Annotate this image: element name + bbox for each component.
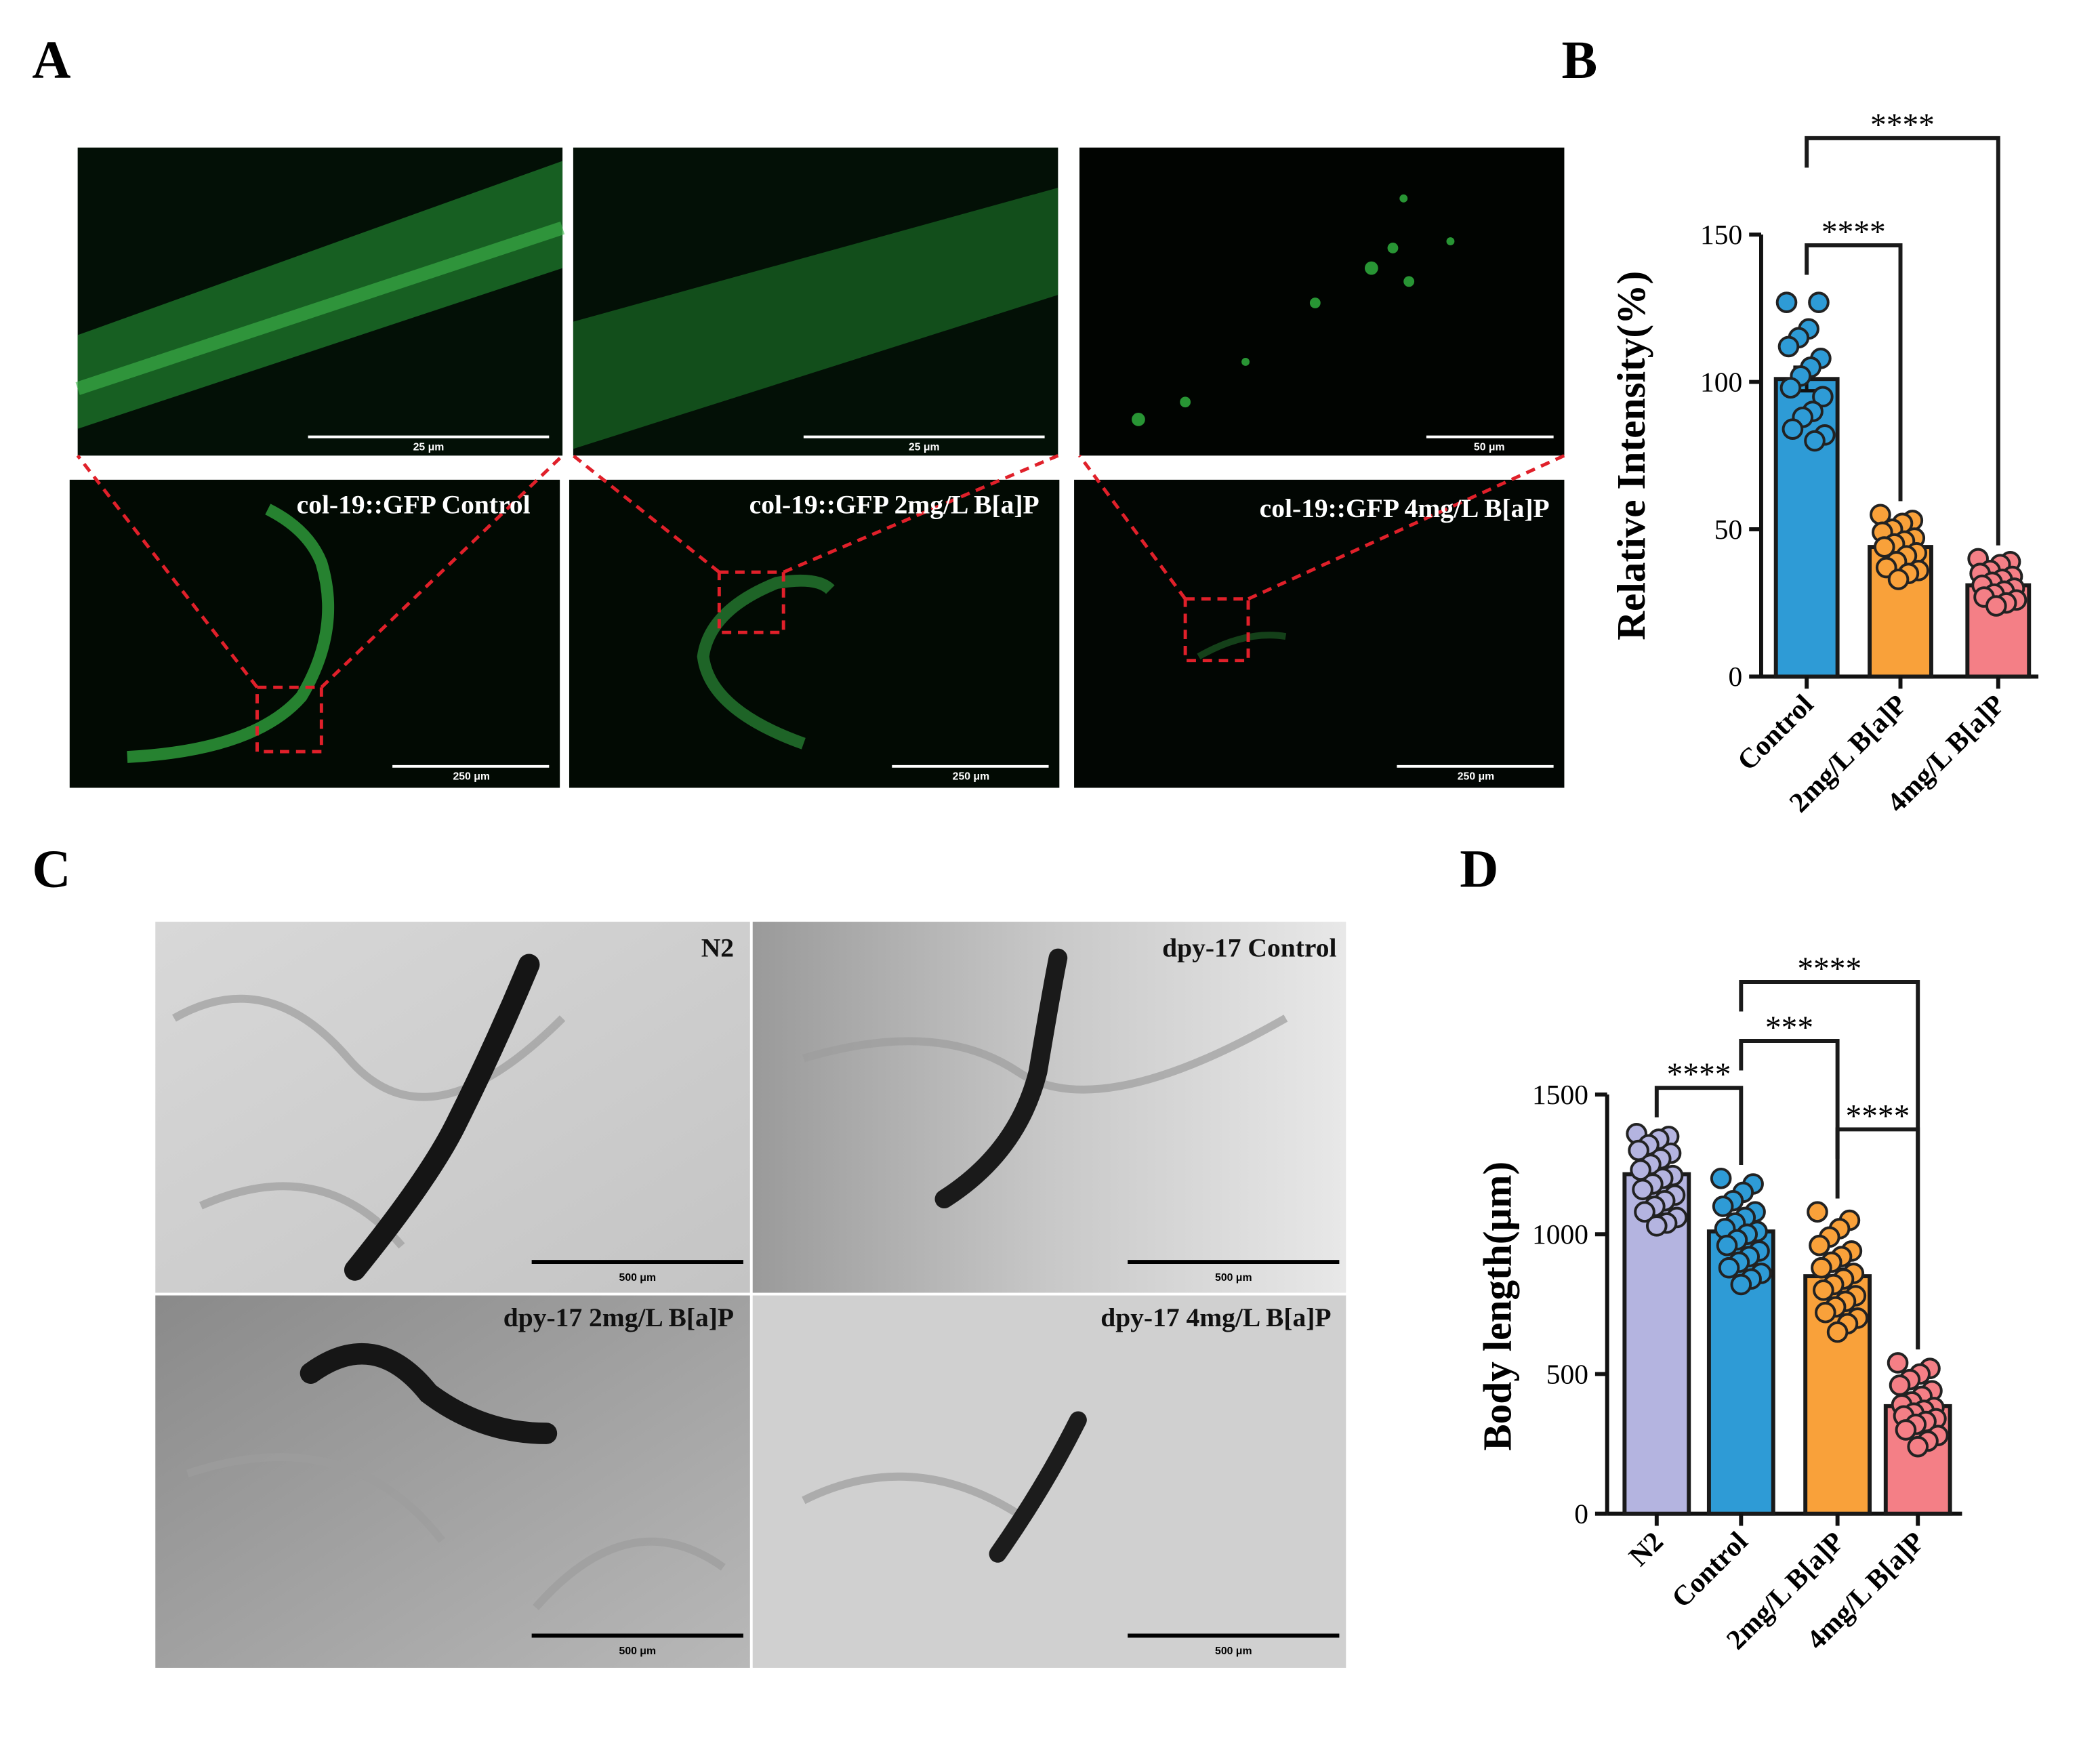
scale-label: 500 μm	[1215, 1645, 1252, 1657]
data-point	[1712, 1195, 1734, 1217]
data-point	[1718, 1256, 1740, 1279]
image-caption: N2	[701, 933, 734, 962]
data-point	[1811, 1256, 1832, 1279]
data-point	[1645, 1215, 1668, 1237]
x-tick-label: Control	[1731, 689, 1819, 777]
panel-label: C	[32, 840, 70, 899]
significance-bracket	[1805, 243, 1903, 502]
brightfield-images: 500 μm 500 μm 500 μm 500 μm N2 dpy-17 Co…	[155, 922, 1346, 1668]
significance-label: ****	[1821, 215, 1886, 250]
x-tick-label: N2	[1623, 1526, 1669, 1572]
y-tick-label: 500	[1546, 1358, 1588, 1389]
y-tick-label: 150	[1700, 219, 1742, 250]
significance-bracket	[1805, 136, 2000, 546]
worm-images: 250 μm 250 μm 250 μm col-19::GFP Control…	[69, 454, 1565, 788]
significance-label: ****	[1667, 1057, 1731, 1092]
scale-label: 250 μm	[953, 771, 989, 783]
y-axis-label: Body length(μm)	[1475, 1162, 1519, 1451]
data-point	[1895, 1419, 1917, 1441]
data-point	[1779, 377, 1802, 399]
y-tick-label: 100	[1700, 366, 1742, 397]
y-axis-label: Relative Intensity(%)	[1609, 271, 1653, 640]
data-point	[1812, 386, 1834, 408]
data-point	[1710, 1167, 1732, 1189]
data-point	[1807, 1201, 1828, 1223]
data-point	[1634, 1201, 1655, 1223]
significance-label: ****	[1870, 108, 1935, 143]
zoom-images: 25 μm 25 μm 50 μm	[75, 147, 1565, 456]
scale-label: 250 μm	[453, 771, 489, 783]
scale-label: 25 μm	[909, 441, 940, 453]
significance-label: ***	[1765, 1010, 1813, 1046]
data-point	[1716, 1234, 1738, 1256]
significance-label: ****	[1845, 1099, 1910, 1134]
image-caption: dpy-17 Control	[1162, 933, 1336, 962]
significance-bracket	[1739, 1039, 1840, 1199]
data-point	[1887, 569, 1910, 590]
data-point	[1813, 1279, 1834, 1301]
data-point	[1775, 291, 1798, 314]
scale-label: 500 μm	[619, 1272, 656, 1284]
data-point	[1985, 595, 2007, 617]
data-point	[1632, 1179, 1653, 1201]
data-point	[1889, 1374, 1911, 1396]
panel-label: A	[32, 31, 70, 90]
panel-label: D	[1460, 840, 1498, 899]
data-point	[1887, 1352, 1909, 1374]
significance-bracket	[1654, 1086, 1744, 1165]
scale-label: 25 μm	[413, 441, 445, 453]
y-tick-label: 0	[1574, 1498, 1588, 1529]
data-point	[1777, 335, 1800, 358]
scale-label: 50 μm	[1474, 441, 1505, 453]
data-point	[1782, 418, 1804, 440]
panel-label: B	[1561, 31, 1597, 90]
image-caption: col-19::GFP 2mg/L B[a]P	[749, 489, 1039, 519]
data-point	[1730, 1273, 1752, 1296]
data-point	[1907, 1435, 1929, 1458]
image-caption: col-19::GFP 4mg/L B[a]P	[1260, 493, 1550, 523]
y-tick-label: 1500	[1532, 1079, 1588, 1110]
data-point	[1804, 430, 1826, 452]
image-caption: dpy-17 2mg/L B[a]P	[503, 1303, 734, 1332]
data-point	[1873, 536, 1895, 558]
significance-bracket	[1835, 1127, 1920, 1350]
data-point	[1826, 1321, 1849, 1343]
scale-label: 500 μm	[1215, 1272, 1252, 1284]
scale-label: 250 μm	[1458, 771, 1494, 783]
significance-label: ****	[1797, 952, 1861, 987]
data-point	[1808, 291, 1830, 314]
scale-label: 500 μm	[619, 1645, 656, 1657]
x-tick-label: Control	[1666, 1526, 1754, 1614]
image-caption: col-19::GFP Control	[297, 489, 531, 519]
image-caption: dpy-17 4mg/L B[a]P	[1100, 1303, 1331, 1332]
data-point	[1809, 1234, 1830, 1256]
y-tick-label: 1000	[1532, 1219, 1588, 1250]
y-tick-label: 50	[1714, 514, 1742, 545]
y-tick-label: 0	[1729, 661, 1743, 692]
data-point	[1815, 1301, 1836, 1324]
